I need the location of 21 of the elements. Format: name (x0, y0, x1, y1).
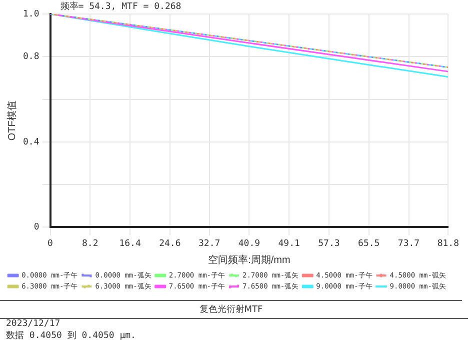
x-tick-label: 40.9 (238, 238, 260, 249)
x-tick-label: 81.8 (437, 238, 460, 249)
x-axis-title: 空间频率:周期/mm (208, 254, 290, 266)
x-tick-label: 65.5 (358, 238, 380, 249)
text: 复色光衍射MTF (0, 300, 462, 318)
y-tick-label: 0 (34, 222, 40, 233)
y-tick-label: 0.4 (22, 137, 40, 148)
x-tick-label: 16.4 (119, 238, 141, 249)
text: 数据 0.4050 到 0.4050 µm. (6, 330, 137, 342)
text: 2023/12/17 (6, 319, 62, 329)
y-axis-title: OTF模值 (6, 100, 18, 141)
x-tick-label: 32.7 (198, 238, 220, 249)
x-tick-label: 0 (48, 238, 53, 249)
x-tick-label: 24.6 (159, 238, 181, 249)
x-tick-label: 57.3 (318, 238, 340, 249)
x-tick-label: 73.7 (398, 238, 420, 249)
y-tick-label: 1.0 (22, 9, 40, 20)
x-tick-label: 8.2 (82, 238, 98, 249)
x-tick-label: 49.1 (278, 238, 300, 249)
text: 频率= 54.3, MTF = 0.268 (60, 0, 182, 12)
y-tick-label: 0.8 (22, 52, 40, 62)
